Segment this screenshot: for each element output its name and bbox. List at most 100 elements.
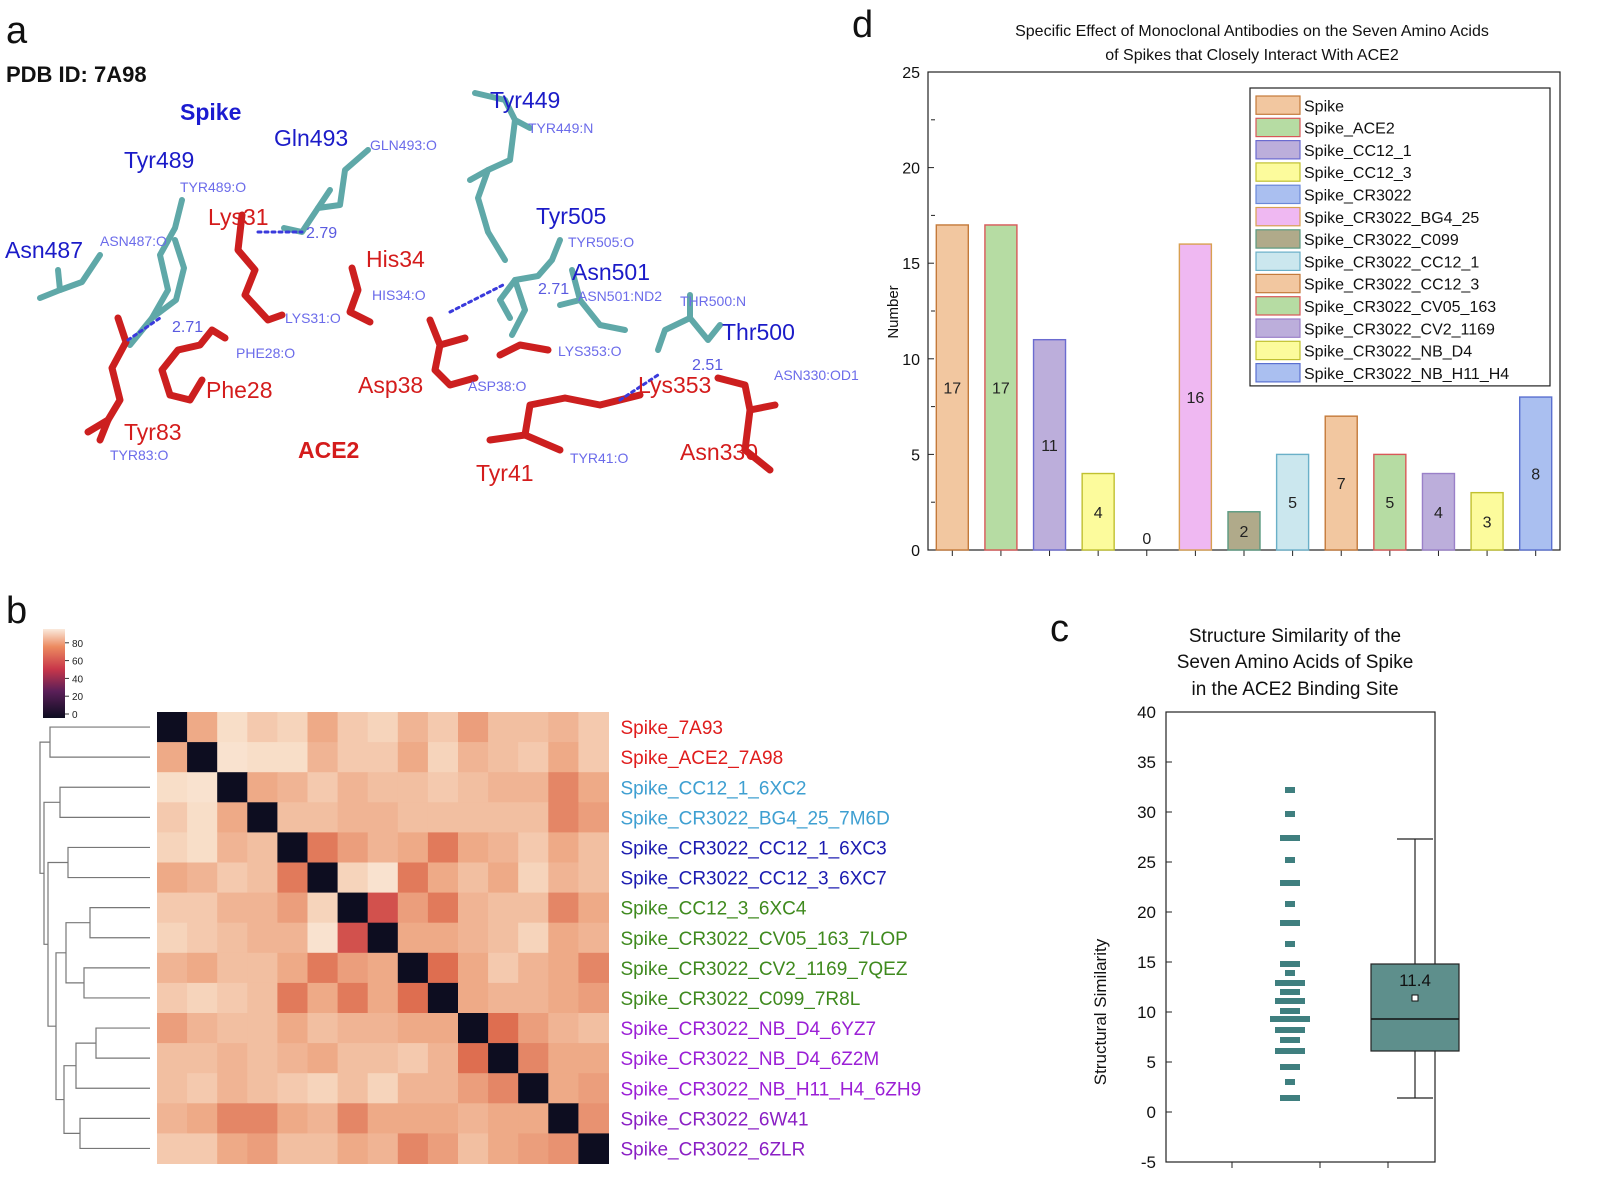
heatmap-cell [578, 1073, 609, 1104]
heatmap-cell [548, 832, 579, 863]
heatmap-cell [157, 1133, 188, 1164]
color-scale-tick-label: 20 [72, 692, 84, 703]
heatmap-cell [488, 802, 519, 833]
heatmap-cell [187, 802, 218, 833]
heatmap-cell [247, 712, 278, 743]
heatmap-cell [247, 832, 278, 863]
data-point [1270, 1016, 1310, 1022]
box-plot-points [1270, 787, 1310, 1101]
heatmap-cell [247, 1103, 278, 1134]
residue-tyr41: Tyr41 [476, 460, 534, 486]
residue-tyr83: Tyr83 [124, 419, 182, 445]
heatmap-cell [367, 982, 399, 1014]
heatmap-cell [367, 922, 399, 954]
heatmap-cell [488, 952, 519, 984]
heatmap-cell [397, 772, 429, 803]
heatmap-cell [458, 922, 489, 954]
panel-d-bar-chart: Specific Effect of Monoclonal Antibodies… [885, 23, 1561, 560]
heatmap-cell [427, 862, 459, 894]
heatmap-cell [307, 1133, 339, 1164]
heatmap-cell [458, 802, 489, 833]
heatmap-cell [367, 802, 399, 833]
heatmap-cell [217, 712, 248, 743]
data-point [1280, 961, 1300, 967]
heatmap-cell [397, 712, 429, 743]
heatmap-cell [518, 832, 549, 863]
heatmap-cell [307, 982, 339, 1014]
legend-swatch [1255, 363, 1301, 383]
bar-value-label: 17 [943, 380, 961, 397]
heatmap-cell [578, 832, 609, 863]
heatmap-cell [277, 892, 308, 924]
data-point [1285, 901, 1295, 907]
heatmap-cell [518, 862, 549, 894]
heatmap-cell [458, 982, 489, 1014]
heatmap-cell [488, 742, 519, 773]
legend-entry: Spike_CR3022_BG4_25 [1304, 210, 1479, 227]
bar-chart-ytick-label: 20 [902, 161, 920, 178]
heatmap-cell [458, 1133, 489, 1164]
heatmap-cell [157, 862, 188, 894]
heatmap-cell [367, 1043, 399, 1074]
bar [1178, 243, 1213, 551]
heatmap-cell [277, 742, 308, 773]
residue-lys31: Lys31 [208, 204, 269, 230]
heatmap-cell [217, 1133, 248, 1164]
residue-thr500: Thr500 [722, 319, 795, 345]
atom-label: PHE28:O [236, 345, 295, 361]
heatmap-cell [367, 742, 399, 773]
heatmap-cell [157, 802, 188, 833]
heatmap-cell [518, 952, 549, 984]
legend-swatch [1255, 340, 1301, 361]
dendrogram-link [39, 741, 50, 874]
bar [1324, 415, 1358, 551]
legend-swatch [1255, 117, 1301, 138]
box-mean-label: 11.4 [1399, 971, 1431, 990]
dendrogram-link [59, 786, 150, 818]
heatmap-cell [337, 922, 369, 954]
data-point [1280, 1064, 1300, 1070]
bar-chart-ylabel: Number [885, 285, 902, 338]
residue-lys353: Lys353 [638, 372, 711, 398]
legend-entry: Spike_CR3022_NB_H11_H4 [1304, 366, 1509, 383]
heatmap-row-label: Spike_7A93 [621, 718, 723, 739]
heatmap-cell [458, 1013, 489, 1044]
distance-label: 2.71 [172, 319, 203, 336]
data-point [1285, 941, 1295, 947]
heatmap-cell [518, 1043, 549, 1074]
legend-entry: Spike [1304, 98, 1344, 115]
heatmap-cell [427, 1103, 459, 1134]
heatmap-row-label: Spike_CR3022_C099_7R8L [621, 989, 861, 1010]
heatmap-cell [488, 772, 519, 803]
heatmap-cell [397, 892, 429, 924]
color-scale-tick-label: 80 [72, 639, 84, 650]
heatmap-cell [307, 1043, 339, 1074]
box-plot-ytick-label: 35 [1137, 753, 1156, 772]
legend-entry: Spike_CR3022_CC12_3 [1304, 277, 1479, 294]
spike-label: Spike [180, 99, 241, 125]
heatmap-cell [187, 742, 218, 773]
heatmap-cell [518, 922, 549, 954]
box-plot-box: 11.4 [1370, 838, 1460, 1099]
heatmap-cell [397, 742, 429, 773]
heatmap-cell [397, 922, 429, 954]
heatmap-cell [578, 1043, 609, 1074]
dendrogram-link [65, 922, 90, 984]
heatmap-cell [548, 1103, 579, 1134]
heatmap-cell [488, 1133, 519, 1164]
atom-label: THR500:N [680, 293, 746, 309]
panel-a-structure: PDB ID: 7A98 Spike ACE2 Tyr449 Gln493 Ty… [5, 62, 859, 486]
heatmap-cell [427, 1133, 459, 1164]
legend-entry: Spike_ACE2 [1304, 121, 1395, 138]
box-plot-title-line-1: Structure Similarity of the [1189, 626, 1401, 647]
bar [1373, 453, 1407, 551]
heatmap-row-label: Spike_ACE2_7A98 [621, 748, 784, 769]
heatmap-cell [217, 1103, 248, 1134]
heatmap-cell [277, 982, 308, 1014]
heatmap-cell [427, 1013, 459, 1044]
bar [1518, 396, 1553, 551]
heatmap-cell [307, 1103, 339, 1134]
heatmap-row-label: Spike_CR3022_CV05_163_7LOP [621, 929, 908, 950]
legend-entry: Spike_CR3022_C099 [1304, 232, 1459, 249]
residue-phe28: Phe28 [206, 377, 273, 403]
